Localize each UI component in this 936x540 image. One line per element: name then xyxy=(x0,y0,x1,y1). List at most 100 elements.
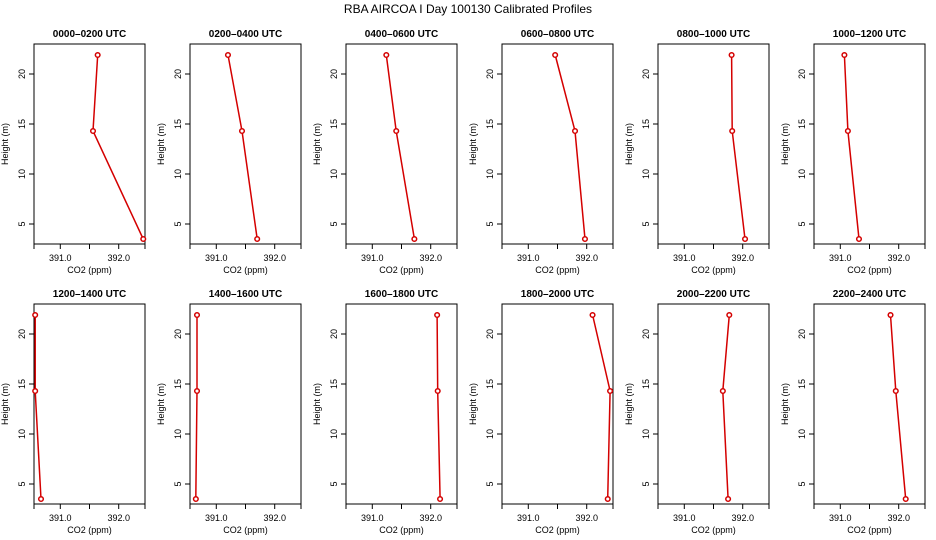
data-point xyxy=(841,51,848,59)
y-tick-label: 5 xyxy=(329,221,339,226)
y-tick-label: 10 xyxy=(797,169,807,179)
data-point xyxy=(887,311,894,319)
y-axis-label: Height (m) xyxy=(0,383,10,425)
panel-5: 0800–1000 UTC 391.0 392.0 5 10 15 20 CO2 (ppm) H… xyxy=(624,29,770,275)
data-point xyxy=(383,51,390,59)
y-tick-label: 20 xyxy=(173,69,183,79)
y-tick-label: 15 xyxy=(329,379,339,389)
profile-line xyxy=(554,54,586,240)
y-tick-label: 20 xyxy=(173,329,183,339)
plot-frame xyxy=(33,303,146,505)
panel-11: 2000–2200 UTC 391.0 392.0 5 10 15 20 CO2 (ppm) H… xyxy=(624,289,770,535)
x-axis-label: CO2 (ppm) xyxy=(379,525,424,535)
x-tick-label: 392.0 xyxy=(263,513,286,523)
data-point xyxy=(32,387,39,395)
y-tick-label: 15 xyxy=(797,379,807,389)
x-axis-label: CO2 (ppm) xyxy=(535,525,580,535)
panel-3: 0400–0600 UTC 391.0 392.0 5 10 15 20 CO2 (ppm) H… xyxy=(312,29,458,275)
panel-12: 2200–2400 UTC 391.0 392.0 5 10 15 20 CO2 (ppm) H… xyxy=(780,289,926,535)
plot-frame xyxy=(813,303,926,505)
y-tick-label: 10 xyxy=(329,429,339,439)
y-tick-label: 5 xyxy=(485,221,495,226)
y-tick-label: 20 xyxy=(485,69,495,79)
data-point xyxy=(434,387,441,395)
x-tick-label: 391.0 xyxy=(205,253,228,263)
x-axis-label: CO2 (ppm) xyxy=(535,265,580,275)
profile-line xyxy=(591,314,611,500)
data-point xyxy=(238,127,246,135)
data-point xyxy=(193,387,201,395)
data-point xyxy=(193,311,201,319)
y-axis-label: Height (m) xyxy=(468,383,478,425)
x-axis-label: CO2 (ppm) xyxy=(847,265,892,275)
plot-frame xyxy=(33,43,146,245)
x-tick-label: 392.0 xyxy=(887,253,910,263)
y-axis-label: Height (m) xyxy=(312,123,322,165)
panel-6: 1000–1200 UTC 391.0 392.0 5 10 15 20 CO2 (ppm) H… xyxy=(780,29,926,275)
x-tick-label: 392.0 xyxy=(107,253,130,263)
panel-10: 1800–2000 UTC 391.0 392.0 5 10 15 20 CO2 (ppm) H… xyxy=(468,289,614,535)
data-point xyxy=(32,311,39,319)
panel-title: 2200–2400 UTC xyxy=(833,289,906,300)
data-point xyxy=(741,235,749,243)
x-tick-label: 391.0 xyxy=(361,513,384,523)
x-tick-label: 392.0 xyxy=(263,253,286,263)
x-axis-label: CO2 (ppm) xyxy=(691,265,736,275)
plot-frame xyxy=(657,303,770,505)
y-tick-label: 5 xyxy=(17,481,27,486)
x-tick-label: 392.0 xyxy=(419,513,442,523)
x-tick-label: 391.0 xyxy=(361,253,384,263)
plot-frame xyxy=(813,43,926,245)
y-tick-label: 20 xyxy=(329,329,339,339)
y-tick-label: 5 xyxy=(17,221,27,226)
data-point xyxy=(552,51,559,59)
data-point xyxy=(192,495,199,503)
y-tick-label: 15 xyxy=(173,119,183,129)
x-axis-label: CO2 (ppm) xyxy=(691,525,736,535)
data-point xyxy=(254,235,261,243)
x-tick-label: 392.0 xyxy=(419,253,442,263)
panel-title: 1200–1400 UTC xyxy=(53,289,126,300)
y-tick-label: 5 xyxy=(641,481,651,486)
x-tick-label: 391.0 xyxy=(673,253,696,263)
y-tick-label: 15 xyxy=(17,379,27,389)
y-tick-label: 5 xyxy=(641,221,651,226)
y-axis-label: Height (m) xyxy=(624,383,634,425)
plot-frame xyxy=(501,43,614,245)
x-axis-label: CO2 (ppm) xyxy=(67,525,112,535)
y-axis-label: Height (m) xyxy=(156,123,166,165)
data-point xyxy=(37,495,45,503)
data-point xyxy=(607,387,614,395)
y-tick-label: 10 xyxy=(485,429,495,439)
data-point xyxy=(589,311,596,319)
plot-frame xyxy=(345,43,458,245)
y-axis-label: Height (m) xyxy=(624,123,634,165)
plot-frame xyxy=(189,43,302,245)
data-point xyxy=(725,495,732,503)
x-tick-label: 392.0 xyxy=(107,513,130,523)
y-tick-label: 10 xyxy=(641,169,651,179)
profile-line xyxy=(92,54,144,240)
data-point xyxy=(437,495,444,503)
profile-line xyxy=(889,314,907,500)
y-tick-label: 20 xyxy=(329,69,339,79)
y-tick-label: 15 xyxy=(329,119,339,129)
x-axis-label: CO2 (ppm) xyxy=(223,525,268,535)
y-axis-label: Height (m) xyxy=(780,123,790,165)
panel-title: 0800–1000 UTC xyxy=(677,29,750,40)
data-point xyxy=(434,311,441,319)
y-tick-label: 10 xyxy=(17,429,27,439)
data-point xyxy=(728,51,735,59)
x-tick-label: 391.0 xyxy=(673,513,696,523)
x-tick-label: 392.0 xyxy=(575,513,598,523)
data-point xyxy=(224,51,232,59)
data-point xyxy=(726,311,733,319)
y-tick-label: 5 xyxy=(797,221,807,226)
x-axis-label: CO2 (ppm) xyxy=(847,525,892,535)
x-tick-label: 391.0 xyxy=(829,513,852,523)
y-tick-label: 10 xyxy=(173,169,183,179)
x-axis-label: CO2 (ppm) xyxy=(223,265,268,275)
panel-title: 0200–0400 UTC xyxy=(209,29,282,40)
plot-frame xyxy=(189,303,302,505)
panel-1: 0000–0200 UTC 391.0 392.0 5 10 15 20 CO2 (ppm) H… xyxy=(0,29,147,275)
